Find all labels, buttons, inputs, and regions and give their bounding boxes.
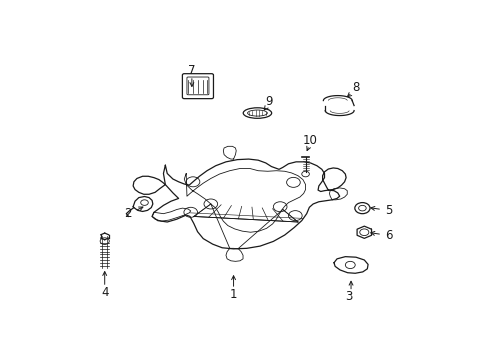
Text: 9: 9: [264, 95, 272, 108]
Text: 7: 7: [188, 64, 195, 77]
Text: 6: 6: [385, 229, 392, 242]
Text: 4: 4: [101, 286, 108, 299]
Text: 5: 5: [385, 204, 392, 217]
Text: 10: 10: [303, 134, 317, 147]
Text: 3: 3: [345, 290, 352, 303]
Text: 8: 8: [351, 81, 359, 94]
Text: 2: 2: [123, 207, 131, 220]
Text: 1: 1: [229, 288, 237, 301]
